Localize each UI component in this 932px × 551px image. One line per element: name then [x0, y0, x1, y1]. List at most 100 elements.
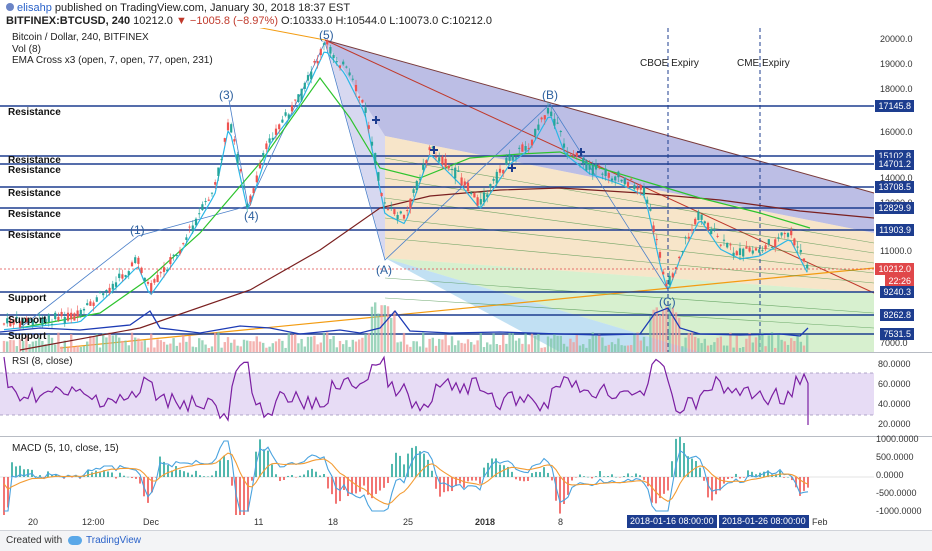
- volume-bar: [198, 338, 201, 352]
- macd-hist-bar: [199, 475, 201, 477]
- candle-body: [742, 248, 745, 257]
- volume-bar: [54, 344, 57, 352]
- author-link[interactable]: elisahp: [17, 2, 52, 14]
- tradingview-logo-icon[interactable]: [68, 536, 82, 545]
- macd-hist-bar: [627, 473, 629, 477]
- candle-body: [783, 233, 786, 235]
- macd-hist-bar: [415, 446, 417, 477]
- x-axis-label: 25: [403, 517, 414, 527]
- volume-bar: [105, 337, 108, 352]
- macd-hist-bar: [391, 463, 393, 477]
- rsi-axis-tick: 20.0000: [878, 419, 911, 429]
- footer-brand[interactable]: TradingView: [86, 535, 142, 546]
- candle-body: [697, 211, 700, 220]
- volume-bar: [425, 347, 428, 352]
- level-label: Resistance: [8, 165, 61, 176]
- candle-body: [143, 277, 146, 282]
- candle-body: [537, 124, 540, 130]
- candle-body: [390, 206, 393, 208]
- volume-bar: [406, 344, 409, 352]
- price-tag: 14701.2: [875, 158, 914, 170]
- candle-body: [559, 130, 562, 133]
- volume-bar: [287, 332, 290, 352]
- volume-bar: [505, 343, 508, 352]
- volume-bar: [217, 332, 220, 352]
- volume-bar: [402, 332, 406, 352]
- candle-body: [489, 184, 492, 188]
- candle-body: [172, 254, 175, 256]
- volume-bar: [694, 336, 697, 352]
- candle-body: [476, 197, 479, 206]
- macd-hist-bar: [191, 474, 193, 477]
- macd-hist-bar: [539, 472, 541, 477]
- macd-hist-bar: [351, 477, 353, 494]
- macd-hist-bar: [387, 477, 389, 483]
- volume-bar: [92, 336, 95, 352]
- volume-bar: [598, 333, 601, 352]
- volume-bar: [345, 340, 348, 352]
- candle-body: [402, 214, 406, 219]
- candle-body: [486, 194, 489, 197]
- candle-body: [306, 75, 310, 81]
- volume-bar: [700, 343, 703, 352]
- candle-body: [220, 158, 223, 161]
- candle-body: [470, 192, 473, 195]
- macd-hist-bar: [611, 474, 613, 477]
- macd-hist-bar: [179, 469, 181, 477]
- volume-bar: [620, 345, 623, 352]
- macd-hist-bar: [211, 475, 213, 477]
- macd-hist-bar: [659, 477, 661, 499]
- candle-body: [626, 182, 630, 188]
- macd-hist-bar: [223, 455, 225, 477]
- price-axis-tick: 7000.0: [880, 338, 908, 348]
- volume-bar: [108, 332, 111, 352]
- avatar[interactable]: [6, 3, 14, 11]
- volume-bar: [636, 332, 639, 352]
- volume-bar: [130, 332, 134, 352]
- macd-hist-bar: [423, 453, 425, 477]
- volume-bar: [60, 346, 63, 352]
- volume-bar: [102, 333, 105, 352]
- volume-bar: [514, 340, 518, 352]
- candle-body: [412, 189, 415, 193]
- rsi-axis[interactable]: 80.0000 60.0000 40.0000 20.0000: [874, 353, 932, 435]
- candle-body: [361, 99, 364, 103]
- volume-bar: [524, 333, 527, 352]
- main-chart[interactable]: [0, 28, 932, 352]
- volume-bar: [646, 346, 649, 352]
- volume-bar: [713, 342, 716, 352]
- macd-hist-bar: [807, 477, 809, 488]
- macd-pane[interactable]: [0, 437, 874, 515]
- macd-hist-bar: [167, 465, 169, 477]
- ohlc: O:10333.0 H:10544.0 L:10073.0 C:10212.0: [281, 15, 493, 27]
- macd-axis[interactable]: 1000.0000 500.0000 0.0000 -500.0000 -1000.00…: [874, 434, 932, 516]
- volume-bar: [690, 332, 694, 352]
- macd-hist-bar: [695, 461, 697, 477]
- volume-bar: [614, 344, 617, 352]
- macd-hist-bar: [283, 477, 285, 480]
- candle-body: [588, 164, 591, 170]
- volume-bar: [79, 346, 82, 352]
- macd-hist-bar: [371, 477, 373, 499]
- symbol[interactable]: BITFINEX:BTCUSD, 240: [6, 15, 131, 27]
- candle-body: [790, 230, 793, 236]
- price-axis-tick: 20000.0: [880, 34, 913, 44]
- macd-hist-bar: [147, 477, 149, 503]
- volume-bar: [390, 317, 393, 352]
- volume-bar: [482, 347, 486, 352]
- rsi-pane[interactable]: [0, 353, 874, 435]
- candle-body: [15, 316, 18, 319]
- candle-body: [303, 83, 306, 89]
- candle-body: [310, 71, 313, 80]
- macd-hist-bar: [227, 460, 229, 477]
- volume-bar: [185, 341, 188, 352]
- price-axis-tick: 18000.0: [880, 84, 913, 94]
- candle-body: [703, 221, 706, 224]
- macd-hist-bar: [763, 471, 765, 477]
- candle-body: [434, 156, 438, 158]
- candle-body: [281, 119, 284, 123]
- candle-body: [153, 279, 156, 283]
- chart-title: Bitcoin / Dollar, 240, BITFINEX: [12, 32, 149, 43]
- macd-hist-bar: [343, 477, 345, 490]
- macd-hist-bar: [699, 467, 701, 477]
